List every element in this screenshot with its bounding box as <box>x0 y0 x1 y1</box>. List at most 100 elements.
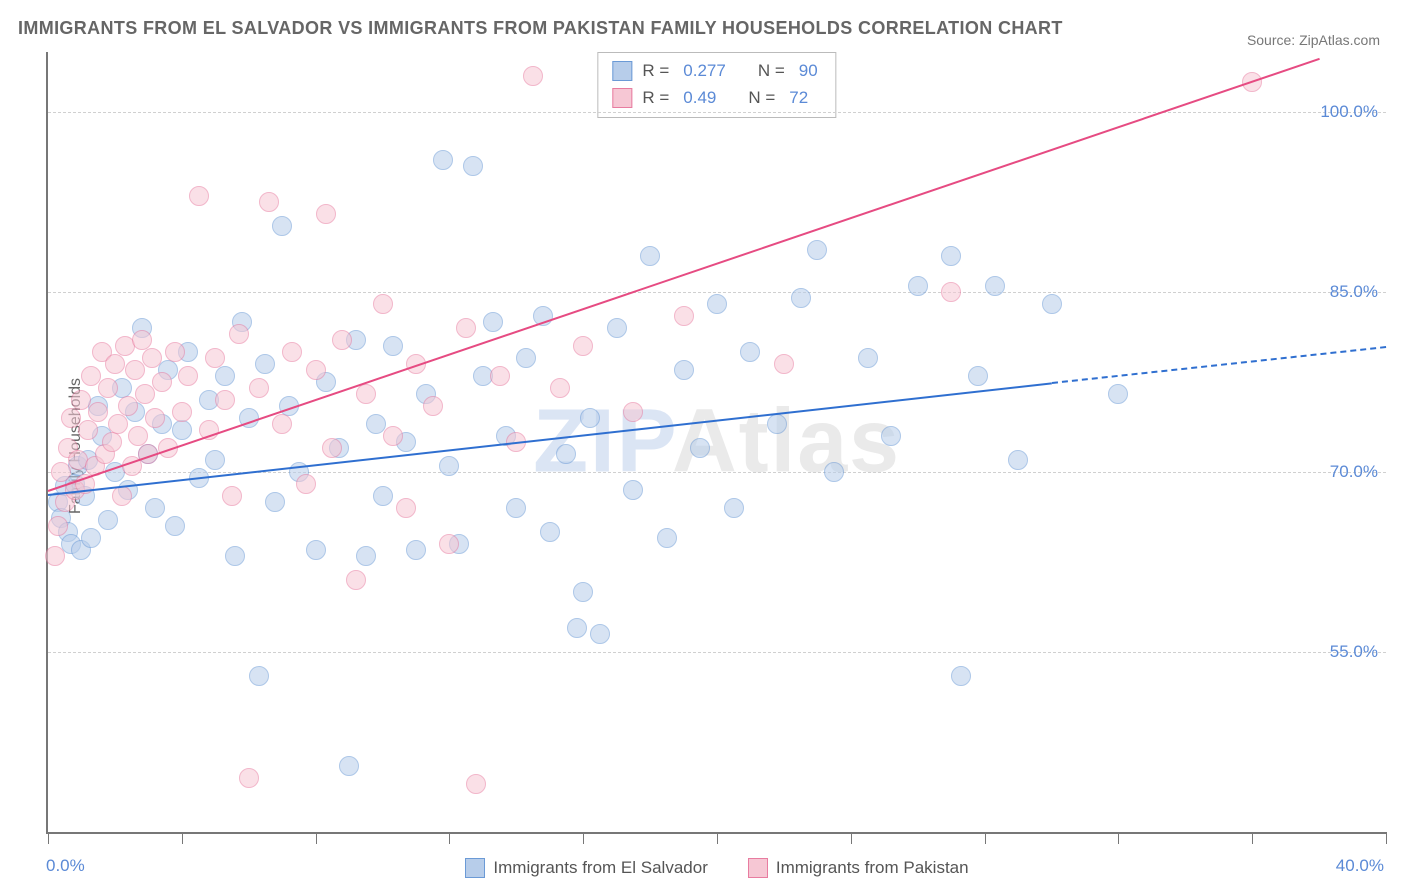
data-point <box>1042 294 1062 314</box>
data-point <box>108 414 128 434</box>
trend-line <box>1051 346 1386 384</box>
gridline <box>48 652 1386 653</box>
legend-item-el-salvador: Immigrants from El Salvador <box>465 858 707 878</box>
x-tick <box>583 832 585 844</box>
data-point <box>607 318 627 338</box>
data-point <box>306 540 326 560</box>
data-point <box>908 276 928 296</box>
y-tick-label: 85.0% <box>1330 282 1378 302</box>
data-point <box>439 456 459 476</box>
data-point <box>580 408 600 428</box>
data-point <box>951 666 971 686</box>
data-point <box>88 402 108 422</box>
r-label: R = <box>642 84 669 111</box>
data-point <box>152 372 172 392</box>
data-point <box>690 438 710 458</box>
legend-row-series-1: R = 0.277 N = 90 <box>612 57 821 84</box>
chart-container: IMMIGRANTS FROM EL SALVADOR VS IMMIGRANT… <box>0 0 1406 892</box>
data-point <box>272 414 292 434</box>
data-point <box>51 462 71 482</box>
data-point <box>178 366 198 386</box>
data-point <box>306 360 326 380</box>
data-point <box>165 516 185 536</box>
data-point <box>573 582 593 602</box>
data-point <box>941 246 961 266</box>
data-point <box>881 426 901 446</box>
data-point <box>205 450 225 470</box>
data-point <box>125 360 145 380</box>
swatch-pakistan-bottom <box>748 858 768 878</box>
legend-item-pakistan: Immigrants from Pakistan <box>748 858 969 878</box>
x-tick <box>1118 832 1120 844</box>
data-point <box>824 462 844 482</box>
data-point <box>623 480 643 500</box>
data-point <box>985 276 1005 296</box>
data-point <box>145 408 165 428</box>
r-value-2: 0.49 <box>683 84 716 111</box>
data-point <box>540 522 560 542</box>
data-point <box>249 666 269 686</box>
r-label: R = <box>642 57 669 84</box>
data-point <box>657 528 677 548</box>
data-point <box>623 402 643 422</box>
data-point <box>466 774 486 794</box>
data-point <box>740 342 760 362</box>
data-point <box>172 402 192 422</box>
data-point <box>145 498 165 518</box>
data-point <box>189 186 209 206</box>
data-point <box>356 546 376 566</box>
data-point <box>456 318 476 338</box>
n-value-1: 90 <box>799 57 818 84</box>
data-point <box>523 66 543 86</box>
y-tick-label: 100.0% <box>1320 102 1378 122</box>
data-point <box>767 414 787 434</box>
data-point <box>249 378 269 398</box>
x-axis-min-label: 0.0% <box>46 856 85 876</box>
data-point <box>215 366 235 386</box>
data-point <box>296 474 316 494</box>
data-point <box>282 342 302 362</box>
data-point <box>373 486 393 506</box>
data-point <box>142 348 162 368</box>
data-point <box>225 546 245 566</box>
chart-title: IMMIGRANTS FROM EL SALVADOR VS IMMIGRANT… <box>18 18 1063 39</box>
data-point <box>439 534 459 554</box>
data-point <box>590 624 610 644</box>
legend-label-2: Immigrants from Pakistan <box>776 858 969 878</box>
data-point <box>383 426 403 446</box>
n-value-2: 72 <box>789 84 808 111</box>
n-label: N = <box>748 84 775 111</box>
x-tick <box>182 832 184 844</box>
data-point <box>1008 450 1028 470</box>
data-point <box>239 768 259 788</box>
data-point <box>128 426 148 446</box>
data-point <box>259 192 279 212</box>
data-point <box>346 570 366 590</box>
correlation-legend: R = 0.277 N = 90 R = 0.49 N = 72 <box>597 52 836 118</box>
data-point <box>132 330 152 350</box>
data-point <box>674 306 694 326</box>
data-point <box>573 336 593 356</box>
x-tick <box>1386 832 1388 844</box>
data-point <box>48 516 68 536</box>
source-label: Source: ZipAtlas.com <box>1247 32 1380 48</box>
data-point <box>98 510 118 530</box>
x-tick <box>1252 832 1254 844</box>
n-label: N = <box>758 57 785 84</box>
data-point <box>490 366 510 386</box>
data-point <box>316 204 336 224</box>
data-point <box>215 390 235 410</box>
data-point <box>339 756 359 776</box>
data-point <box>1108 384 1128 404</box>
data-point <box>423 396 443 416</box>
data-point <box>968 366 988 386</box>
data-point <box>45 546 65 566</box>
data-point <box>118 396 138 416</box>
x-tick <box>985 832 987 844</box>
data-point <box>172 420 192 440</box>
data-point <box>81 528 101 548</box>
y-tick-label: 55.0% <box>1330 642 1378 662</box>
x-tick <box>316 832 318 844</box>
trend-line <box>48 58 1320 492</box>
data-point <box>255 354 275 374</box>
